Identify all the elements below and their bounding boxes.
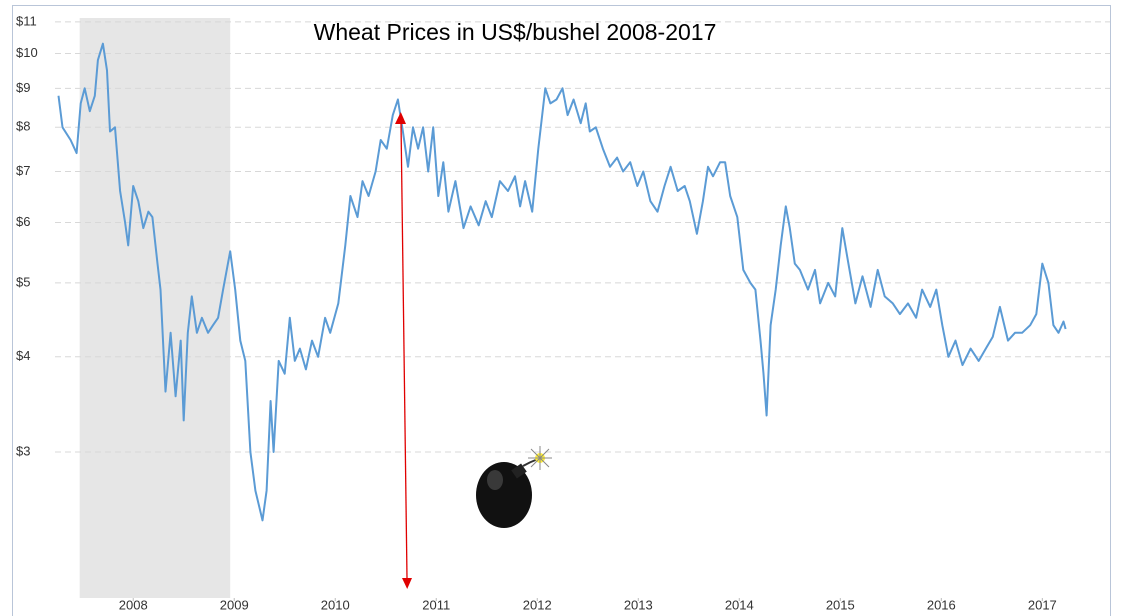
x-tick-label: 2013 bbox=[624, 597, 653, 612]
y-tick-label: $8 bbox=[16, 119, 30, 134]
plot-background bbox=[55, 18, 1110, 598]
y-tick-label: $4 bbox=[16, 348, 30, 363]
y-tick-label: $5 bbox=[16, 274, 30, 289]
x-tick-label: 2009 bbox=[220, 597, 249, 612]
x-tick-label: 2008 bbox=[119, 597, 148, 612]
x-tick-label: 2014 bbox=[725, 597, 754, 612]
y-tick-label: $7 bbox=[16, 163, 30, 178]
x-tick-label: 2012 bbox=[523, 597, 552, 612]
chart: Wheat Prices in US$/bushel 2008-2017 $3 $… bbox=[0, 0, 1125, 616]
y-tick-label: $9 bbox=[16, 80, 30, 95]
y-tick-label: $10 bbox=[16, 45, 38, 60]
x-tick-label: 2015 bbox=[826, 597, 855, 612]
y-tick-label: $11 bbox=[16, 13, 37, 28]
chart-title: Wheat Prices in US$/bushel 2008-2017 bbox=[314, 19, 717, 45]
bomb-icon bbox=[476, 446, 552, 528]
y-tick-label: $3 bbox=[16, 443, 30, 458]
x-tick-label: 2017 bbox=[1028, 597, 1057, 612]
y-tick-label: $6 bbox=[16, 214, 30, 229]
annotation-arrow bbox=[395, 112, 412, 589]
x-tick-label: 2010 bbox=[321, 597, 350, 612]
x-tick-label: 2011 bbox=[422, 597, 450, 612]
x-tick-label: 2016 bbox=[927, 597, 956, 612]
recession-band bbox=[80, 18, 231, 598]
